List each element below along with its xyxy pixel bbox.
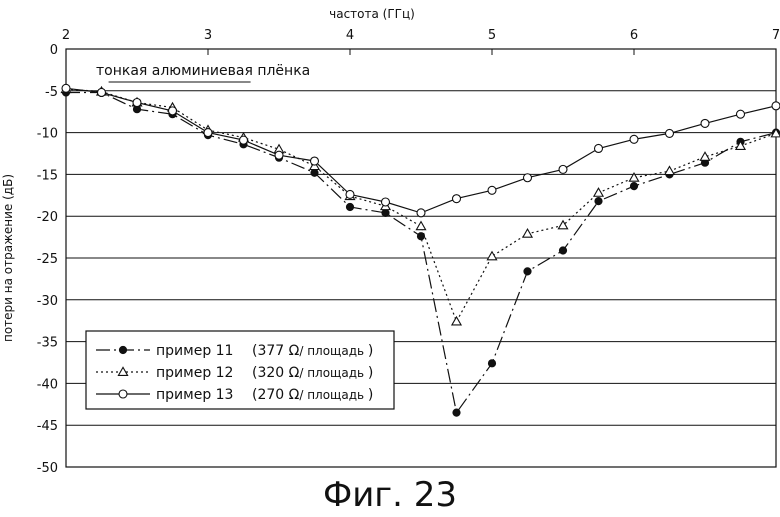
thin-aluminum-film-annotation: тонкая алюминиевая плёнка <box>96 63 310 82</box>
y-tick-label: 0 <box>50 43 58 58</box>
data-point <box>524 268 531 275</box>
legend-marker <box>119 390 127 398</box>
data-point <box>417 209 425 217</box>
data-point <box>133 99 141 107</box>
legend-series-suffix: / площадь <box>299 344 368 358</box>
x-tick-label: 5 <box>488 28 496 43</box>
data-point <box>311 157 319 165</box>
y-tick-label: -10 <box>37 127 58 142</box>
data-point <box>772 102 780 110</box>
data-point <box>275 151 283 159</box>
data-point <box>453 195 461 203</box>
data-point <box>487 252 496 260</box>
data-point <box>523 229 532 237</box>
y-tick-label: -15 <box>37 168 58 183</box>
data-point <box>382 198 390 206</box>
data-point <box>665 166 674 174</box>
data-point <box>559 247 566 254</box>
legend-close-paren: ) <box>368 343 373 359</box>
y-tick-label: -30 <box>37 294 58 309</box>
series-line <box>66 89 776 321</box>
y-tick-label: -45 <box>37 419 58 434</box>
data-point <box>169 107 177 115</box>
figure-caption: Фиг. 23 <box>0 475 780 515</box>
series-3 <box>62 84 780 217</box>
legend-close-paren: ) <box>368 365 373 381</box>
data-point <box>62 84 70 92</box>
legend-series-suffix: / площадь <box>299 366 368 380</box>
data-point <box>453 409 460 416</box>
data-point <box>737 110 745 118</box>
annotation-label: тонкая алюминиевая плёнка <box>96 63 310 79</box>
data-point <box>701 119 709 127</box>
legend-marker <box>119 346 126 353</box>
data-point <box>416 222 425 230</box>
legend: пример 11 (377 Ω/ площадь ) пример 12 (320 … <box>86 331 394 409</box>
x-tick-label: 7 <box>772 28 780 43</box>
data-point <box>666 129 674 137</box>
legend-series-detail: (320 Ω/ площадь ) <box>252 365 373 381</box>
legend-series-detail: (270 Ω/ площадь ) <box>252 387 373 403</box>
ohm-symbol: Ω <box>289 387 300 403</box>
data-point <box>452 317 461 325</box>
y-tick-label: -40 <box>37 377 58 392</box>
legend-close-paren: ) <box>368 387 373 403</box>
x-tick-label: 4 <box>346 28 354 43</box>
data-point <box>630 135 638 143</box>
x-tick-label: 3 <box>204 28 212 43</box>
legend-series-suffix: / площадь <box>299 388 368 402</box>
data-point <box>346 190 354 198</box>
data-point <box>488 186 496 194</box>
data-point <box>240 136 248 144</box>
legend-series-name: пример 12 <box>156 365 233 381</box>
data-point <box>98 88 106 96</box>
data-point <box>524 174 532 182</box>
x-axis-title: частота (ГГц) <box>329 7 415 21</box>
y-tick-label: -25 <box>37 252 58 267</box>
data-point <box>382 209 389 216</box>
legend-series-name: пример 13 <box>156 387 233 403</box>
data-point <box>311 169 318 176</box>
y-tick-label: -5 <box>45 85 58 100</box>
y-axis-title: потери на отражение (дБ) <box>1 174 15 342</box>
ohm-symbol: Ω <box>289 343 300 359</box>
y-axis-ticks: 0 -5 -10 -15 -20 -25 -30 -35 -40 -45 -50 <box>37 43 58 476</box>
x-tick-label: 2 <box>62 28 70 43</box>
data-point <box>630 183 637 190</box>
data-point <box>204 129 212 137</box>
y-tick-label: -35 <box>37 336 58 351</box>
data-point <box>488 360 495 367</box>
data-point <box>559 165 567 173</box>
data-point <box>595 144 603 152</box>
series-2 <box>61 85 780 325</box>
ohm-symbol: Ω <box>289 365 300 381</box>
y-tick-label: -50 <box>37 461 58 476</box>
y-tick-label: -20 <box>37 210 58 225</box>
data-point <box>346 203 353 210</box>
x-tick-label: 6 <box>630 28 638 43</box>
legend-series-name: пример 11 <box>156 343 233 359</box>
data-point <box>594 188 603 196</box>
x-axis-ticks: 2 3 4 5 6 7 <box>62 28 780 55</box>
data-point <box>595 198 602 205</box>
legend-series-detail: (377 Ω/ площадь ) <box>252 343 373 359</box>
